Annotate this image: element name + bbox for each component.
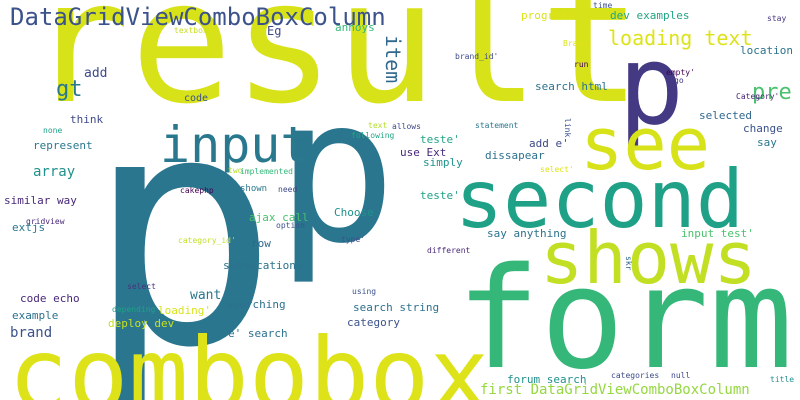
- word-sublocations: sublocations: [223, 259, 303, 272]
- word-dissapear: dissapear: [485, 149, 545, 162]
- word-select-quoted: select': [540, 165, 574, 174]
- word-textbox: textbox: [174, 26, 208, 35]
- word-skr: skr: [624, 256, 633, 271]
- word-brand-quoted: Brand': [563, 39, 592, 48]
- word-option: option: [276, 221, 305, 230]
- word-e-search: e' search: [228, 327, 288, 340]
- word-extjs: extjs: [12, 221, 46, 234]
- word-code-echo: code echo: [20, 292, 80, 305]
- word-see: see: [580, 102, 711, 186]
- word-stay: stay: [767, 14, 787, 23]
- word-array: array: [33, 164, 76, 180]
- word-gridview: gridview: [26, 217, 65, 226]
- word-eg: Eg: [267, 24, 282, 38]
- word-text: text: [368, 121, 388, 130]
- word-think: think: [70, 113, 104, 126]
- word-go: go: [674, 76, 684, 85]
- word-run: run: [574, 60, 589, 69]
- word-represent: represent: [33, 139, 93, 152]
- word-empty: empty': [666, 68, 695, 77]
- word-category: category: [347, 316, 400, 329]
- word-similar-way: similar way: [4, 194, 77, 207]
- word-teste-mid: teste': [420, 189, 460, 202]
- word-second: second: [455, 153, 744, 246]
- word-dev-examples: dev examples: [610, 9, 690, 22]
- word-null: null: [671, 371, 691, 380]
- word-link: link: [563, 118, 572, 138]
- word-brand-id: brand_id': [455, 52, 499, 61]
- word-statement: statement: [475, 121, 519, 130]
- word-two: two: [228, 166, 243, 175]
- word-teste-top: teste': [420, 133, 460, 146]
- word-search-string: search string: [353, 301, 440, 314]
- word-searching: searching: [226, 298, 286, 311]
- word-form: form: [456, 238, 794, 400]
- word-implemented: implemented: [240, 167, 293, 176]
- word-using: using: [352, 287, 377, 296]
- word-use-ext: use Ext: [400, 146, 447, 159]
- word-combobox: combobox: [8, 316, 490, 400]
- word-p-small: p: [618, 21, 685, 149]
- word-selected: selected: [699, 109, 752, 122]
- word-loading-quoted: loading': [158, 304, 211, 317]
- word-pre: pre: [752, 80, 792, 105]
- word-p-large-left: p: [86, 46, 279, 400]
- word-progress: progress: [521, 9, 574, 22]
- word-shows: shows: [540, 216, 757, 300]
- word-say: say: [757, 136, 777, 149]
- word-add-e: add e': [529, 137, 569, 150]
- word-annoys: annoys: [335, 21, 375, 34]
- word-ajax-call: ajax call: [249, 211, 309, 224]
- word-first-datagridviewcomboboxcolumn: first DataGridViewComboBoxColumn: [480, 382, 750, 398]
- word-shown: shown: [240, 184, 268, 194]
- word-input: input: [160, 116, 311, 174]
- word-cakephp: cakephp: [180, 186, 214, 195]
- word-category-quoted: Category': [736, 92, 780, 101]
- word-different: different: [427, 246, 471, 255]
- word-deploy-dev: deploy dev: [108, 317, 175, 330]
- word-depending: depending: [112, 305, 156, 314]
- word-select: select: [127, 282, 156, 291]
- word-example: example: [12, 309, 59, 322]
- word-categories: categories: [611, 371, 660, 380]
- word-input-test: input test': [681, 227, 754, 240]
- word-time: time: [593, 1, 613, 10]
- word-following: following: [351, 131, 395, 140]
- word-change: change: [743, 122, 783, 135]
- word-result: result: [28, 0, 643, 142]
- word-item: item: [381, 35, 405, 84]
- word-category-id: category_id': [178, 236, 236, 245]
- word-title: title: [770, 375, 795, 384]
- word-search-html: search html: [535, 80, 608, 93]
- word-location: location: [740, 44, 793, 57]
- word-type: type': [341, 235, 366, 244]
- word-gt: gt: [56, 77, 83, 102]
- word-say-anything: say anything: [487, 227, 567, 240]
- word-need: need: [278, 185, 298, 194]
- word-datagridviewcomboboxcolumn: DataGridViewComboBoxColumn: [10, 3, 386, 31]
- word-choose: Choose: [334, 206, 374, 219]
- word-brand: brand: [10, 325, 53, 341]
- word-forum-search: forum search: [507, 373, 587, 386]
- word-simply: simply: [423, 156, 463, 169]
- word-none: none: [43, 126, 63, 135]
- word-loading-text: loading text: [608, 26, 753, 50]
- word-code: code: [184, 93, 209, 104]
- word-want: want: [190, 288, 222, 303]
- word-row: row: [251, 237, 271, 250]
- word-allows: allows: [392, 122, 421, 131]
- word-add: add: [84, 66, 108, 81]
- word-p-large-center: p: [276, 55, 397, 288]
